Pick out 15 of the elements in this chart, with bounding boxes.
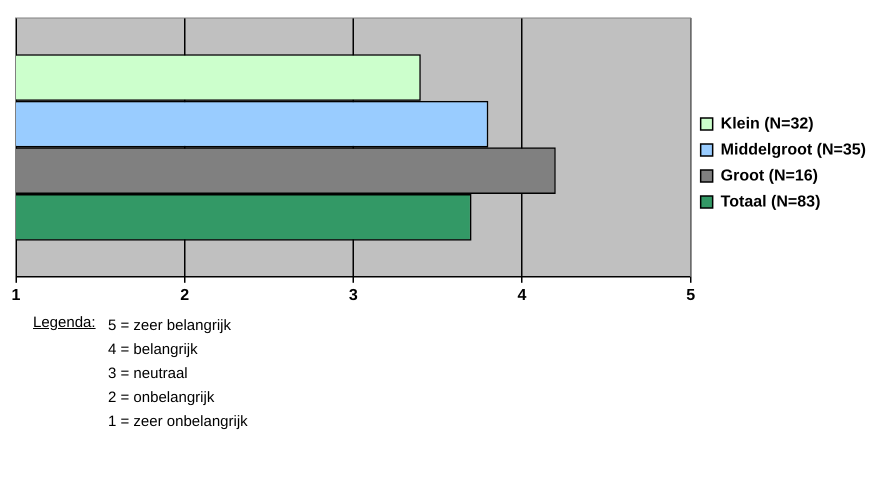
x-tick-label: 2: [180, 286, 190, 304]
x-tick-label: 1: [12, 286, 21, 304]
text: Legenda:: [33, 314, 97, 333]
text: 1 = zeer onbelangrijk: [108, 412, 248, 432]
legend-label: Klein (N=32): [720, 115, 814, 132]
text: 2 = onbelangrijk: [108, 388, 216, 408]
legend-label: Groot (N=16): [720, 167, 818, 184]
text: 5 = zeer belangrijk: [108, 316, 232, 336]
text: 3 = neutraal: [108, 364, 189, 384]
x-tick-label: 5: [686, 286, 696, 304]
x-tick-label: 3: [348, 286, 358, 304]
text: 4 = belangrijk: [108, 340, 199, 360]
x-tick-label: 4: [518, 286, 527, 304]
legend-label: Totaal (N=83): [720, 193, 820, 210]
legend-label: Middelgroot (N=35): [720, 141, 866, 158]
